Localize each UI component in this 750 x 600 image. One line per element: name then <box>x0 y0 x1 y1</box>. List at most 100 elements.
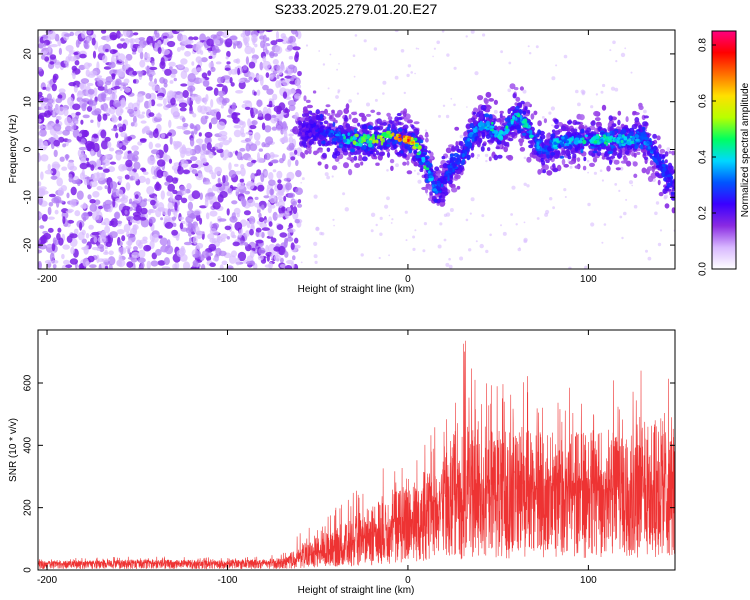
noise-blob <box>195 56 202 64</box>
noise-blob <box>124 87 131 93</box>
noise-blob <box>131 102 140 111</box>
noise-blob <box>237 67 241 76</box>
noise-blob <box>287 192 295 199</box>
noise-blob <box>97 244 105 249</box>
noise-blob <box>250 172 256 181</box>
ridge-blob <box>336 139 343 143</box>
noise-dot <box>450 97 453 100</box>
noise-blob <box>38 181 42 187</box>
noise-dot <box>654 211 658 216</box>
noise-blob <box>229 35 238 41</box>
noise-dot <box>414 72 416 75</box>
ridge-blob <box>481 131 486 138</box>
ridge-blob <box>615 167 621 171</box>
noise-blob <box>155 143 161 148</box>
ridge-blob <box>494 134 497 138</box>
ridge-blob <box>524 101 531 108</box>
noise-blob <box>226 266 233 269</box>
ridge-blob <box>348 114 352 120</box>
noise-dot <box>433 47 436 50</box>
noise-blob <box>57 94 63 99</box>
ridge-blob <box>323 120 329 125</box>
noise-blob <box>120 197 128 204</box>
noise-blob <box>132 224 139 231</box>
noise-blob <box>51 260 59 264</box>
noise-dot <box>459 134 464 139</box>
ridge-blob <box>375 139 379 144</box>
noise-blob <box>182 123 189 128</box>
noise-blob <box>289 151 295 156</box>
ridge-blob <box>495 118 502 123</box>
ridge-blob <box>442 193 446 200</box>
noise-dot <box>344 207 349 212</box>
ridge-blob <box>413 150 418 154</box>
ridge-blob <box>419 139 424 144</box>
noise-blob <box>69 31 75 37</box>
noise-blob <box>284 210 290 219</box>
ridge-blob <box>555 150 560 156</box>
ridge-blob <box>309 120 315 125</box>
noise-blob <box>52 264 57 269</box>
noise-blob <box>205 212 210 220</box>
ridge-blob <box>315 109 320 115</box>
noise-blob <box>202 157 207 164</box>
noise-blob <box>276 196 284 200</box>
noise-blob <box>290 30 298 35</box>
noise-blob <box>277 200 285 209</box>
ridge-blob <box>454 126 460 131</box>
ridge-blob <box>304 113 310 117</box>
noise-blob <box>273 53 278 57</box>
noise-dot <box>593 171 598 175</box>
noise-blob <box>222 157 227 161</box>
noise-blob <box>251 120 258 126</box>
ridge-blob <box>638 105 644 111</box>
noise-blob <box>251 159 257 163</box>
noise-blob <box>48 202 54 207</box>
noise-blob <box>122 156 128 160</box>
ridge-blob <box>537 120 542 127</box>
noise-blob <box>254 196 259 200</box>
noise-blob <box>210 99 214 108</box>
noise-blob <box>296 203 303 208</box>
noise-blob <box>61 166 68 171</box>
noise-blob <box>287 100 296 107</box>
noise-blob <box>79 53 87 59</box>
noise-blob <box>205 86 213 91</box>
noise-dot <box>485 159 488 163</box>
noise-blob <box>206 142 212 151</box>
noise-blob <box>59 156 65 162</box>
noise-blob <box>132 115 137 124</box>
ridge-blob <box>338 143 344 149</box>
ridge-blob <box>337 109 343 116</box>
ridge-blob <box>476 137 482 141</box>
noise-blob <box>48 44 52 53</box>
noise-blob <box>186 96 191 105</box>
noise-blob <box>38 118 42 123</box>
noise-blob <box>200 263 206 269</box>
noise-dot <box>333 224 335 227</box>
ridge-blob <box>386 151 391 158</box>
noise-dot <box>647 256 652 261</box>
ridge-blob <box>399 137 403 141</box>
noise-blob <box>93 87 98 97</box>
noise-blob <box>214 143 223 150</box>
noise-blob <box>268 161 273 167</box>
ridge-blob <box>310 124 314 128</box>
noise-blob <box>124 209 128 215</box>
noise-blob <box>81 98 90 103</box>
noise-blob <box>109 231 118 239</box>
noise-blob <box>113 86 121 90</box>
ridge-blob <box>642 127 645 132</box>
noise-blob <box>191 223 196 230</box>
noise-blob <box>145 93 152 99</box>
noise-dot <box>614 87 619 92</box>
noise-blob <box>48 216 55 220</box>
noise-dot <box>390 222 393 224</box>
noise-blob <box>234 221 243 231</box>
ridge-blob <box>325 104 331 108</box>
noise-blob <box>140 207 148 215</box>
ridge-blob <box>488 156 492 162</box>
ridge-blob <box>380 140 384 146</box>
ridge-blob <box>519 147 526 152</box>
